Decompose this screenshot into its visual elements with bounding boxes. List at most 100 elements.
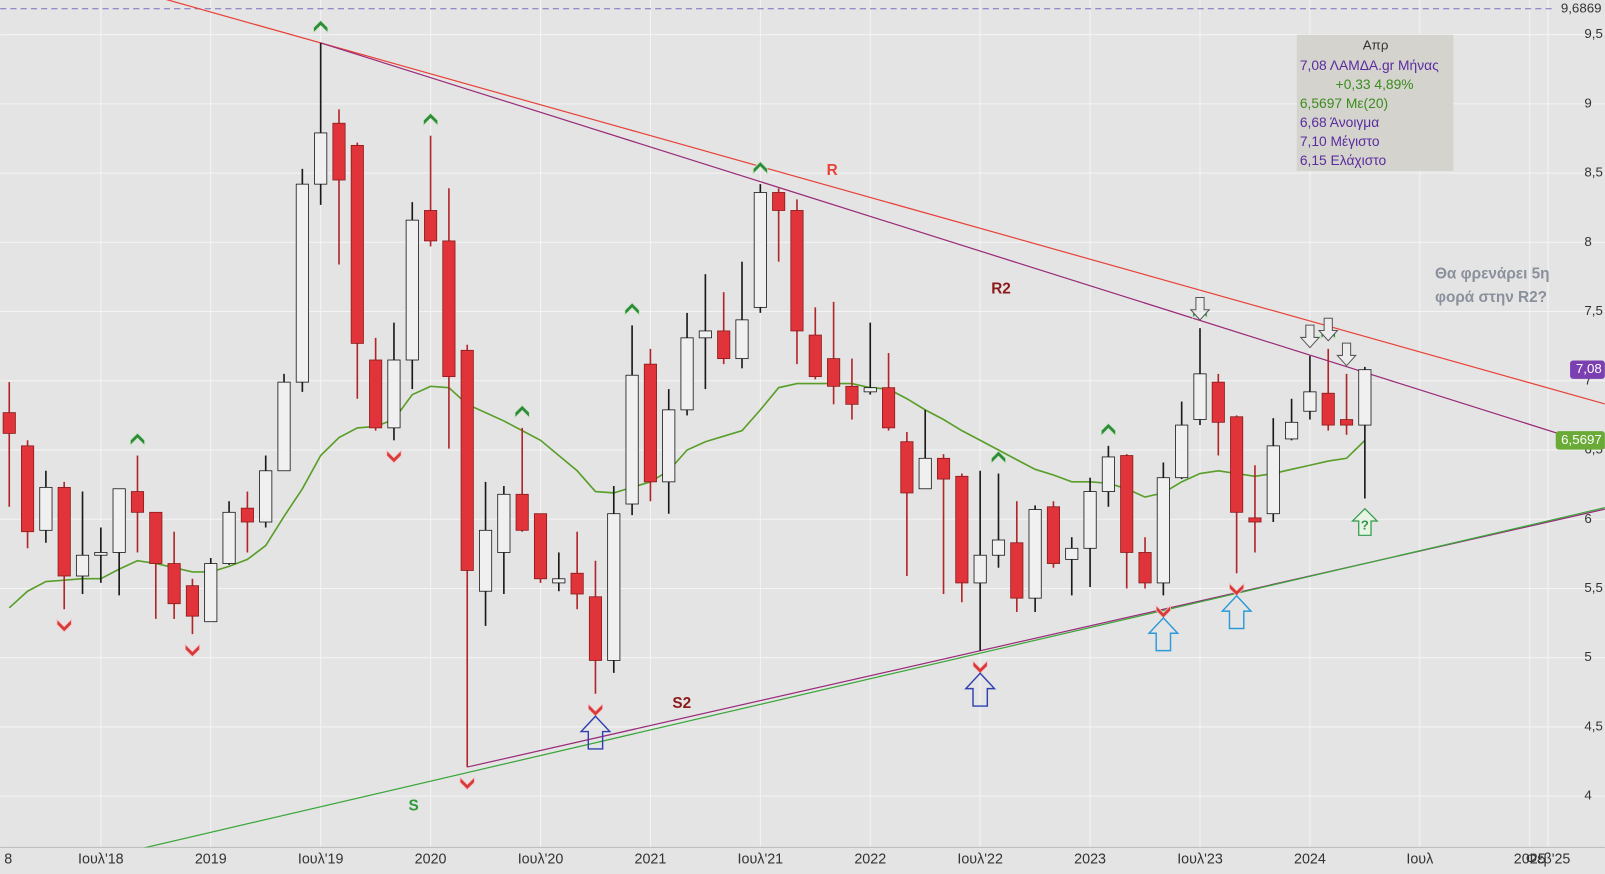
y-tick-label: 5,5 bbox=[1584, 580, 1603, 595]
trendline-label: R2 bbox=[991, 281, 1011, 298]
candle-body bbox=[1358, 369, 1372, 426]
x-tick-label: 2019 bbox=[195, 851, 227, 867]
candle-body bbox=[955, 475, 969, 584]
trendline bbox=[165, 0, 1605, 405]
y-tick-label: 6 bbox=[1584, 511, 1591, 526]
trendline bbox=[320, 42, 1605, 449]
candle-body bbox=[643, 363, 657, 483]
arrow-up bbox=[579, 715, 612, 750]
info-line: 7,08 ΛΑΜΔΑ.gr Μήνας bbox=[1300, 57, 1439, 73]
price-tag bbox=[1570, 360, 1605, 379]
x-tick-label: Ιουλ'20 bbox=[518, 851, 564, 867]
annotation: Θα φρενάρει 5η bbox=[1435, 265, 1550, 282]
arrow-up bbox=[1147, 616, 1180, 652]
y-tick-label: 4,5 bbox=[1584, 718, 1603, 733]
candle-body bbox=[405, 219, 419, 361]
y-tick-label: 9,5 bbox=[1584, 26, 1603, 41]
fractal-down bbox=[587, 702, 604, 717]
info-line: 6,15 Ελάχιστο bbox=[1300, 152, 1387, 168]
candle-body bbox=[515, 493, 529, 531]
fractal-up bbox=[990, 450, 1007, 465]
ma-line bbox=[8, 382, 1366, 609]
candle-body bbox=[1339, 419, 1354, 426]
trendline-label: R bbox=[827, 162, 838, 179]
candle-body bbox=[1083, 491, 1097, 549]
candle-body bbox=[790, 210, 804, 332]
candle-body bbox=[259, 470, 273, 523]
candle-body bbox=[204, 563, 218, 623]
price-line-label: 9,6869 bbox=[1561, 0, 1602, 15]
candle-body bbox=[900, 441, 914, 494]
question-arrow bbox=[1351, 507, 1379, 536]
candle-body bbox=[1028, 509, 1042, 599]
candle-body bbox=[1010, 542, 1024, 599]
info-title: Απρ bbox=[1363, 38, 1389, 53]
candle-body bbox=[478, 529, 493, 592]
arrow-up bbox=[964, 672, 997, 707]
x-tick-label: 2025 bbox=[1514, 851, 1546, 867]
fractal-down bbox=[1155, 604, 1171, 619]
candle-body bbox=[1248, 517, 1262, 523]
candle-body bbox=[21, 445, 35, 533]
candle-body bbox=[936, 457, 951, 480]
candle-body bbox=[2, 412, 16, 434]
x-tick-label: Ιουλ'22 bbox=[957, 851, 1003, 867]
fractal-down bbox=[56, 618, 72, 633]
candle-body bbox=[350, 144, 364, 344]
candle-body bbox=[1230, 416, 1244, 513]
arrow-down bbox=[1317, 317, 1339, 342]
candle-body bbox=[863, 387, 877, 393]
candle-body bbox=[387, 359, 401, 429]
candle-body bbox=[588, 596, 603, 661]
candle-body bbox=[222, 511, 236, 564]
candle-body bbox=[149, 511, 163, 564]
price-tag-label: 7,08 bbox=[1576, 361, 1602, 376]
candle-body bbox=[845, 385, 859, 405]
x-tick-label: Ιουλ bbox=[1406, 851, 1434, 867]
candle-body bbox=[607, 513, 621, 661]
y-tick-label: 9 bbox=[1584, 95, 1591, 110]
info-line: +0,33 4,89% bbox=[1336, 76, 1414, 92]
candle-body bbox=[1156, 477, 1170, 584]
candle-body bbox=[882, 387, 896, 429]
candle-body bbox=[185, 585, 199, 617]
candle-body bbox=[1046, 506, 1060, 564]
fractal-down bbox=[459, 776, 475, 791]
y-tick-label: 8,5 bbox=[1584, 165, 1603, 180]
candle-body bbox=[991, 539, 1006, 556]
candle-body bbox=[442, 240, 456, 378]
fractal-up bbox=[129, 432, 146, 447]
candle-body bbox=[424, 210, 438, 242]
trendline-label: S bbox=[408, 798, 418, 815]
candle-body bbox=[295, 183, 309, 383]
candle-body bbox=[369, 359, 383, 429]
x-tick-label: Ιουλ'19 bbox=[298, 851, 344, 867]
annotation: φορά στην R2? bbox=[1435, 289, 1547, 306]
candle-body bbox=[1266, 445, 1280, 515]
trendline-label: S2 bbox=[672, 695, 691, 712]
candle-body bbox=[552, 578, 566, 584]
candle-body bbox=[57, 486, 71, 577]
fractal-down bbox=[1229, 582, 1245, 597]
fractal-up bbox=[624, 302, 640, 317]
fractal-up bbox=[752, 161, 768, 175]
trendline bbox=[143, 507, 1605, 848]
candle-body bbox=[827, 358, 841, 387]
x-tick-label: Φεβ'25 bbox=[1526, 851, 1571, 867]
candle-body bbox=[277, 381, 291, 472]
info-line: 6,68 Άνοιγμα bbox=[1300, 114, 1379, 130]
candle-body bbox=[772, 192, 786, 211]
candle-body bbox=[753, 192, 767, 308]
candle-body bbox=[662, 409, 676, 483]
info-line: 6,5697 Με(20) bbox=[1300, 95, 1388, 111]
candle-body bbox=[75, 554, 90, 577]
x-tick-label: Ιουλ'23 bbox=[1177, 851, 1223, 867]
candle-body bbox=[570, 572, 584, 595]
candle-body bbox=[1193, 373, 1207, 420]
candle-body bbox=[39, 486, 53, 531]
question-label: ? bbox=[1361, 518, 1369, 533]
fractal-down bbox=[386, 449, 402, 464]
candle-body bbox=[240, 507, 254, 523]
